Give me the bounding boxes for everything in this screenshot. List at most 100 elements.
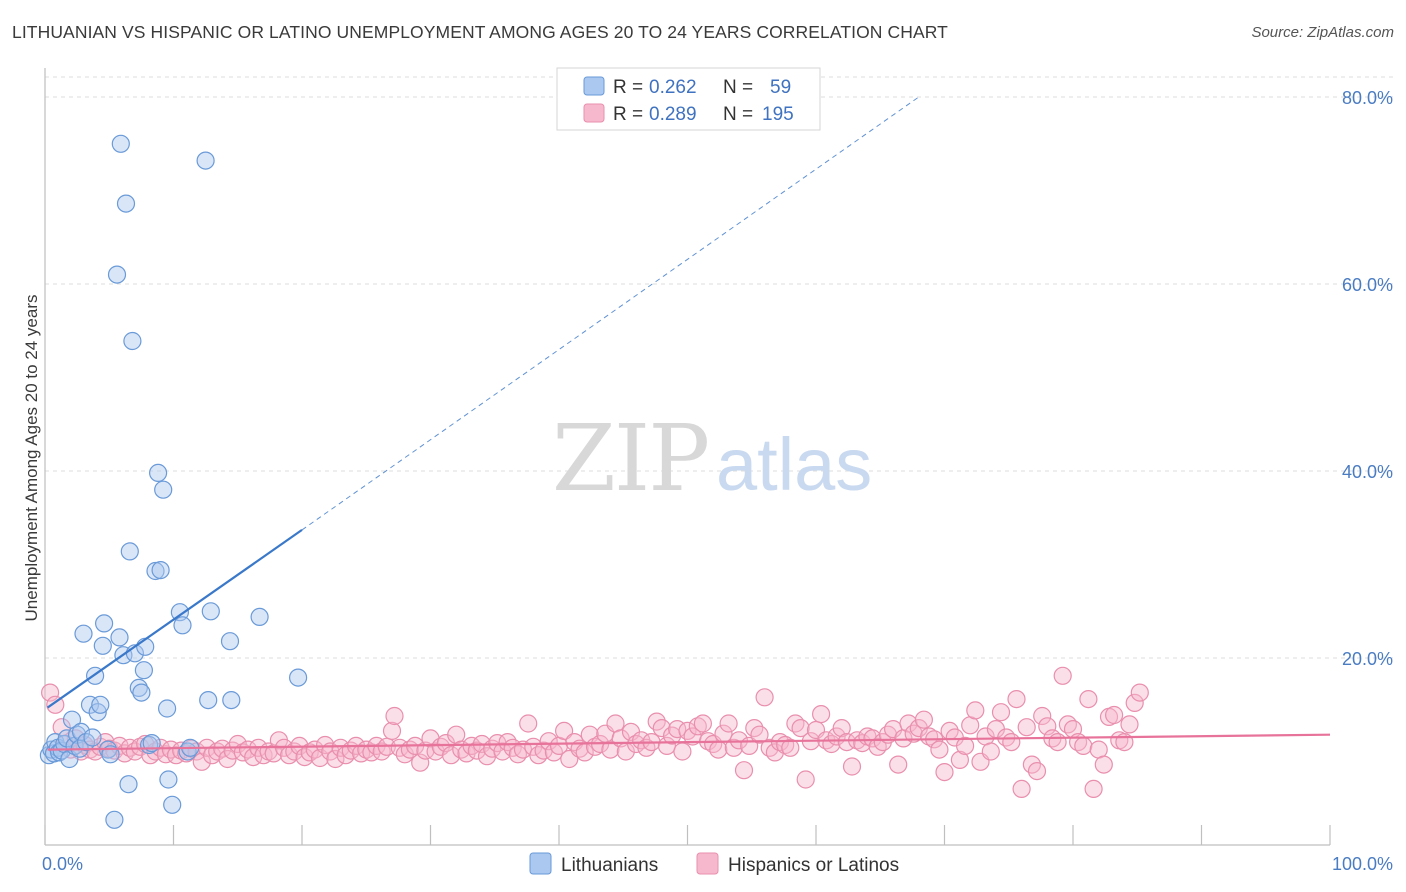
hispanic-point	[539, 732, 558, 751]
legend-swatch-pink	[583, 103, 605, 123]
lithuanian-point	[136, 637, 155, 656]
lithuanian-point	[123, 331, 142, 351]
y-axis-label: Unemployment Among Ages 20 to 24 years	[22, 295, 41, 622]
lithuanian-point	[116, 194, 136, 213]
lithuanian-point	[88, 703, 107, 722]
lithuanian-point	[93, 636, 112, 655]
hispanic-point	[1130, 683, 1149, 702]
hispanic-points	[40, 666, 1149, 799]
lithuanian-point	[101, 745, 120, 764]
hispanic-point	[930, 740, 949, 759]
legend-r-value-1: 0.262	[649, 77, 697, 98]
lithuanian-point	[146, 561, 165, 581]
watermark-atlas: atlas	[716, 423, 872, 506]
series-legend: Lithuanians Hispanics or Latinos	[529, 852, 899, 876]
lithuanian-point	[94, 614, 114, 633]
lithuanian-point	[80, 695, 100, 714]
hispanic-point	[832, 718, 851, 738]
lithuanian-point	[159, 770, 178, 789]
hispanic-point	[904, 724, 923, 743]
x-tick-labels: 0.0% 100.0%	[42, 854, 1393, 874]
hispanic-point	[652, 718, 671, 738]
hispanic-point	[755, 688, 774, 707]
lithuanian-point	[83, 728, 102, 747]
y-tick-label: 20.0%	[1342, 649, 1393, 669]
hispanic-point	[935, 762, 954, 782]
hispanic-point	[734, 761, 754, 780]
grid-lines	[45, 76, 1393, 659]
lithuanian-point	[119, 775, 138, 794]
lithuanian-point	[91, 695, 110, 714]
hispanic-point	[693, 714, 713, 733]
hispanic-point	[1053, 666, 1072, 685]
legend-r-value-2: 0.289	[649, 104, 697, 125]
hispanic-point	[192, 752, 211, 771]
lithuanian-point	[151, 560, 170, 580]
legend-n-label-2: N =	[723, 104, 753, 125]
bottom-legend-hispanics: Hispanics or Latinos	[728, 855, 899, 876]
hispanic-point	[914, 710, 934, 729]
hispanic-point	[493, 742, 512, 761]
hispanic-point	[709, 740, 728, 759]
hispanic-point	[678, 721, 697, 741]
hispanic-point	[1033, 706, 1052, 726]
hispanic-point	[1048, 732, 1067, 752]
legend-n-label-1: N =	[723, 77, 753, 98]
hispanic-point	[519, 714, 538, 733]
lithuanian-point	[110, 628, 129, 647]
lithuanian-point	[134, 661, 153, 680]
lithuanian-point	[154, 480, 173, 499]
hispanic-point	[899, 714, 918, 733]
x-tick-label: 0.0%	[42, 854, 83, 874]
hispanic-point	[1079, 689, 1098, 709]
hispanic-point	[554, 721, 574, 741]
bottom-legend-lithuanians: Lithuanians	[561, 855, 658, 876]
hispanic-point	[1038, 717, 1057, 736]
y-tick-label: 40.0%	[1342, 462, 1393, 482]
hispanic-point	[950, 750, 970, 770]
hispanic-point	[1027, 761, 1047, 781]
hispanic-point	[1002, 732, 1021, 752]
legend-r-label-1: R =	[613, 77, 643, 98]
hispanic-point	[688, 717, 707, 736]
hispanic-point	[955, 736, 975, 756]
hispanic-point	[1125, 693, 1144, 713]
chart-title: LITHUANIAN VS HISPANIC OR LATINO UNEMPLO…	[12, 22, 948, 42]
axes	[44, 68, 1331, 846]
hispanic-point	[46, 695, 65, 714]
lithuanian-point	[289, 668, 308, 687]
watermark-zip: ZIP	[552, 405, 708, 512]
lithuanian-point	[196, 151, 215, 170]
hispanic-point	[811, 704, 831, 724]
hispanic-point	[1120, 715, 1139, 734]
hispanic-point	[382, 721, 402, 741]
y-tick-label: 60.0%	[1342, 275, 1393, 295]
hispanic-point	[791, 718, 810, 738]
lithuanian-point	[132, 683, 151, 702]
hispanic-trend-line	[47, 733, 1331, 751]
hispanic-point	[889, 755, 908, 774]
y-tick-label: 80.0%	[1342, 88, 1393, 108]
hispanic-point	[842, 757, 862, 776]
lithuanian-point	[222, 690, 241, 710]
lithuanian-point	[220, 632, 240, 651]
y-tick-labels: 20.0% 40.0% 60.0% 80.0%	[1342, 88, 1393, 669]
legend-r-label-2: R =	[613, 104, 643, 125]
lithuanian-point	[105, 810, 124, 829]
lithuanian-point	[158, 699, 177, 718]
lithuanian-point	[149, 463, 168, 482]
legend-n-value-1: 59	[770, 77, 791, 98]
hispanic-point	[1094, 755, 1113, 774]
hispanic-point	[1074, 736, 1093, 756]
hispanic-point	[300, 743, 319, 762]
lithuanian-point	[107, 265, 127, 284]
hispanic-point	[1084, 779, 1103, 799]
bottom-legend-swatch-blue	[529, 852, 552, 875]
lithuanian-point	[74, 624, 93, 643]
hispanic-point	[719, 714, 738, 733]
correlation-legend: R = 0.262 N = 59 R = 0.289 N = 195	[556, 67, 821, 131]
hispanic-point	[781, 738, 800, 757]
lithuanian-point	[201, 602, 220, 621]
lithuanian-point	[199, 690, 218, 710]
